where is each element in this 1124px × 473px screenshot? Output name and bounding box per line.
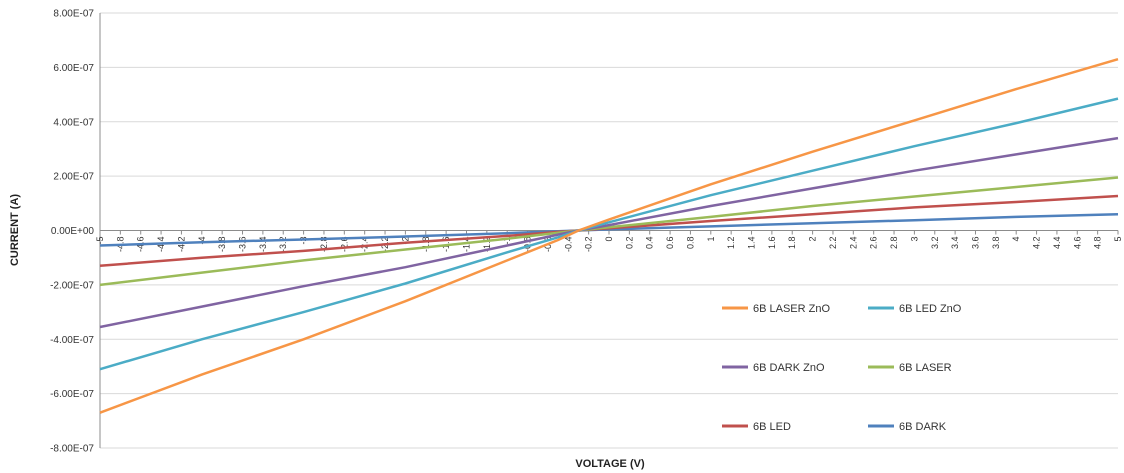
legend-label-6b-led: 6B LED: [753, 421, 791, 433]
x-tick-label: 0.6: [665, 237, 675, 250]
x-tick-label: 1.8: [787, 237, 797, 250]
y-tick-label: -4.00E-07: [50, 335, 94, 346]
x-tick-label: 0.2: [624, 237, 634, 250]
x-tick-label: 1.4: [747, 237, 757, 250]
x-tick-label: -2.4: [360, 237, 370, 253]
x-tick-label: 3: [909, 237, 919, 242]
x-tick-label: 4.4: [1052, 237, 1062, 250]
series-lines: [99, 58, 1119, 414]
y-tick-label: 4.00E-07: [53, 117, 94, 128]
x-tick-label: -3.2: [278, 237, 288, 253]
legend-label-6b-dark-zno: 6B DARK ZnO: [753, 362, 825, 374]
legend: 6B LASER ZnO 6B LED ZnO 6B DARK ZnO 6B LASE…: [722, 303, 962, 433]
x-tick-label: -4: [197, 237, 207, 245]
x-tick-label: -5: [95, 237, 105, 245]
x-tick-label: 1: [706, 237, 716, 242]
x-tick-label: -2: [400, 237, 410, 245]
x-tick-label: -0.4: [563, 237, 573, 253]
x-tick-label: -1: [502, 237, 512, 245]
x-tick-label: 1.6: [767, 237, 777, 250]
legend-label-6b-dark: 6B DARK: [899, 421, 947, 433]
x-tick-label: -3.4: [258, 237, 268, 253]
x-tick-label: -3.6: [238, 237, 248, 253]
x-tick-label: 4.2: [1032, 237, 1042, 250]
x-tick-label: 4.6: [1072, 237, 1082, 250]
x-tick-label: 3.8: [991, 237, 1001, 250]
y-tick-label: 6.00E-07: [53, 63, 94, 74]
x-tick-label: 0.4: [645, 237, 655, 250]
y-axis-ticks: 8.00E-07 6.00E-07 4.00E-07 2.00E-07 0.00E+00…: [50, 9, 94, 455]
legend-label-6b-led-zno: 6B LED ZnO: [899, 303, 962, 315]
x-tick-label: 1.2: [726, 237, 736, 250]
x-tick-label: -0.2: [584, 237, 594, 253]
x-tick-label: -4.2: [176, 237, 186, 253]
x-axis-title: VOLTAGE (V): [575, 458, 645, 470]
y-tick-label: 0.00E+00: [51, 226, 95, 237]
y-tick-label: -6.00E-07: [50, 389, 94, 400]
x-tick-label: -2.8: [319, 237, 329, 253]
x-tick-label: 2.6: [869, 237, 879, 250]
x-tick-label: -0.8: [523, 237, 533, 253]
x-tick-label: -3.8: [217, 237, 227, 253]
x-tick-label: 0.8: [685, 237, 695, 250]
x-tick-label: 4: [1011, 237, 1021, 242]
x-tick-label: 3.2: [930, 237, 940, 250]
legend-label-6b-laser-zno: 6B LASER ZnO: [753, 303, 830, 315]
x-tick-label: 5: [1113, 237, 1123, 242]
legend-label-6b-laser: 6B LASER: [899, 362, 952, 374]
y-tick-label: -8.00E-07: [50, 444, 94, 455]
y-axis-title: CURRENT (A): [9, 194, 21, 266]
x-tick-label: 2.8: [889, 237, 899, 250]
x-tick-label: 4.8: [1093, 237, 1103, 250]
y-tick-label: -2.00E-07: [50, 280, 94, 291]
y-tick-label: 2.00E-07: [53, 172, 94, 183]
x-tick-label: -1.8: [421, 237, 431, 253]
x-tick-label: 3.6: [970, 237, 980, 250]
x-tick-label: 2.4: [848, 237, 858, 250]
x-tick-label: 2: [808, 237, 818, 242]
x-tick-label: 0: [604, 237, 614, 242]
x-tick-label: -1.2: [482, 237, 492, 253]
y-tick-label: 8.00E-07: [53, 9, 94, 20]
series-line-6b-laser-zno: [99, 58, 1119, 414]
x-tick-label: 3.4: [950, 237, 960, 250]
x-tick-label: -2.6: [339, 237, 349, 253]
x-tick-label: 2.2: [828, 237, 838, 250]
